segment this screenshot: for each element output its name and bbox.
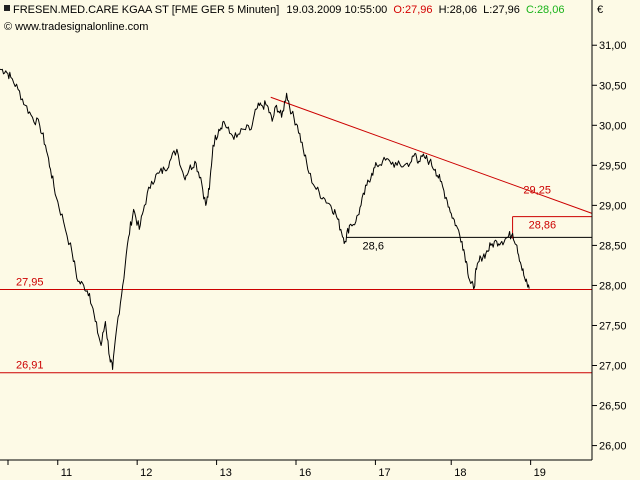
level-label-2: 28,6 — [363, 240, 384, 252]
header-instrument: FRESEN.MED.CARE KGAA ST [FME GER 5 Minut… — [13, 4, 279, 16]
x-tick-label-4: 17 — [378, 467, 390, 479]
y-tick-label-0: 26,00 — [599, 441, 627, 453]
series-marker-icon — [4, 5, 10, 11]
y-tick-label-9: 30,50 — [599, 80, 627, 92]
trend-label: 29,25 — [523, 184, 551, 196]
level-label-0: 27,95 — [16, 276, 44, 288]
header-open: O:27,96 — [393, 4, 432, 16]
header-close: C:28,06 — [526, 4, 565, 16]
axes: 26,00 26,50 27,00 27,50 28,00 28,50 29,00 29,50… — [0, 0, 627, 479]
level-label-3: 28,86 — [529, 220, 557, 232]
y-tick-label-6: 29,00 — [599, 200, 627, 212]
y-tick-label-2: 27,00 — [599, 361, 627, 373]
header-low: L:27,96 — [483, 4, 520, 16]
x-tick-label-0: 11 — [61, 467, 72, 479]
level-labels: 27,95 26,91 28,6 28,86 29,25 — [16, 184, 556, 371]
trend-line — [270, 96, 593, 214]
level-label-1: 26,91 — [16, 360, 44, 372]
header-datetime: 19.03.2009 10:55:00 — [286, 4, 387, 16]
y-tick-label-7: 29,50 — [599, 160, 627, 172]
level-lines — [0, 96, 593, 374]
x-tick-label-6: 19 — [534, 467, 546, 479]
series-layer — [0, 68, 530, 370]
y-tick-label-1: 26,50 — [599, 401, 627, 413]
y-tick-label-3: 27,50 — [599, 320, 627, 332]
watermark: © www.tradesignalonline.com — [4, 21, 148, 33]
chart-header: FRESEN.MED.CARE KGAA ST [FME GER 5 Minut… — [4, 4, 603, 33]
y-tick-label-10: 31,00 — [599, 40, 627, 52]
y-tick-label-4: 28,00 — [599, 280, 627, 292]
y-tick-label-8: 30,00 — [599, 120, 627, 132]
header-high: H:28,06 — [439, 4, 478, 16]
currency-symbol: € — [597, 4, 603, 16]
price-series-line-0 — [0, 68, 530, 370]
svg-text:FRESEN.MED.CARE KGAA ST [FME G: FRESEN.MED.CARE KGAA ST [FME GER 5 Minut… — [13, 4, 564, 16]
x-tick-label-5: 18 — [454, 467, 466, 479]
y-tick-label-5: 28,50 — [599, 240, 627, 252]
x-tick-label-3: 16 — [299, 467, 311, 479]
x-tick-label-2: 13 — [220, 467, 232, 479]
x-tick-label-1: 12 — [140, 467, 152, 479]
